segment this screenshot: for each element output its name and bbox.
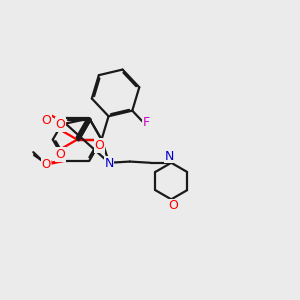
Text: N: N [104, 157, 114, 170]
Text: O: O [168, 200, 178, 212]
Text: O: O [56, 118, 65, 131]
Text: F: F [143, 116, 150, 129]
Text: O: O [56, 148, 65, 161]
Text: O: O [94, 139, 104, 152]
Text: O: O [41, 158, 51, 171]
Text: O: O [42, 157, 51, 169]
Text: N: N [165, 150, 174, 163]
Text: O: O [41, 114, 51, 127]
